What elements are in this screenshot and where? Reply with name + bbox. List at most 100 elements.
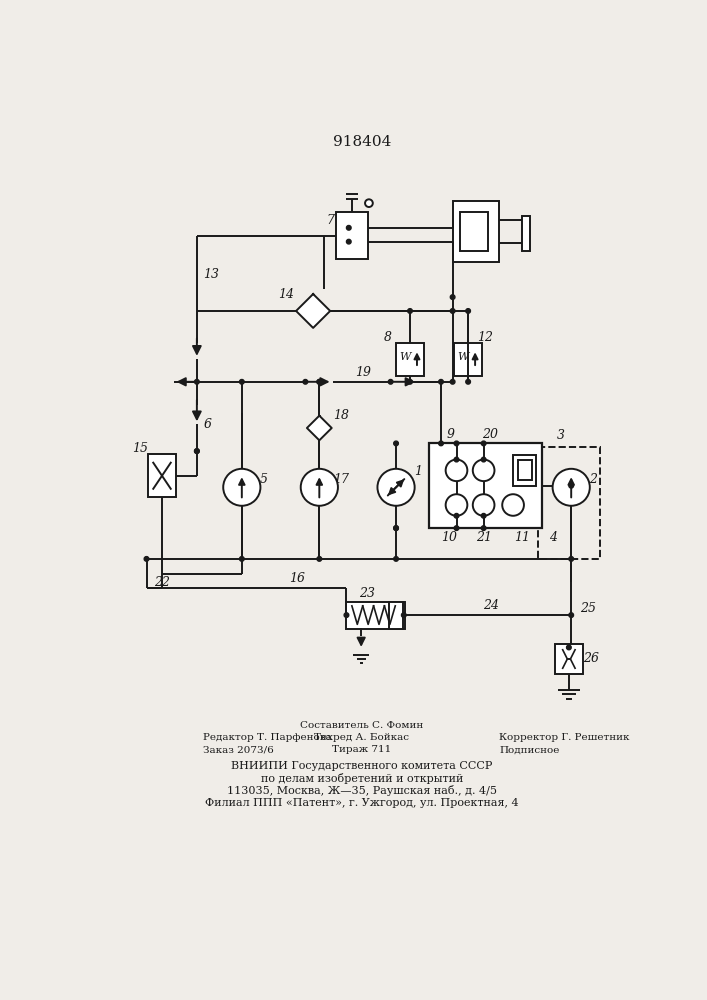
Circle shape bbox=[445, 460, 467, 481]
Circle shape bbox=[344, 613, 349, 617]
Text: 21: 21 bbox=[476, 531, 491, 544]
Bar bbox=[522, 216, 530, 251]
Circle shape bbox=[569, 557, 573, 561]
Text: 22: 22 bbox=[154, 576, 170, 588]
Text: 12: 12 bbox=[477, 331, 493, 344]
Text: W: W bbox=[457, 352, 469, 362]
Text: 14: 14 bbox=[278, 288, 294, 301]
Text: 10: 10 bbox=[440, 531, 457, 544]
Text: 6: 6 bbox=[204, 418, 211, 431]
Text: 24: 24 bbox=[484, 599, 499, 612]
Text: 25: 25 bbox=[580, 602, 597, 615]
Circle shape bbox=[454, 513, 459, 518]
Text: 17: 17 bbox=[333, 473, 349, 486]
Circle shape bbox=[569, 613, 573, 617]
Circle shape bbox=[388, 379, 393, 384]
Circle shape bbox=[300, 469, 338, 506]
Text: Тираж 711: Тираж 711 bbox=[332, 745, 392, 754]
Bar bbox=[389, 602, 403, 629]
Text: Заказ 2073/6: Заказ 2073/6 bbox=[203, 745, 274, 754]
Bar bbox=[513, 455, 537, 486]
Circle shape bbox=[481, 441, 486, 446]
Circle shape bbox=[408, 379, 412, 384]
Text: 23: 23 bbox=[359, 587, 375, 600]
Text: 15: 15 bbox=[132, 442, 148, 455]
Text: 16: 16 bbox=[290, 572, 305, 585]
Text: 26: 26 bbox=[583, 652, 599, 666]
Text: Корректор Г. Решетник: Корректор Г. Решетник bbox=[499, 733, 630, 742]
Circle shape bbox=[303, 379, 308, 384]
Circle shape bbox=[438, 441, 443, 446]
Bar bbox=[460, 212, 488, 251]
Bar bbox=[429, 443, 542, 528]
Circle shape bbox=[473, 494, 494, 516]
Circle shape bbox=[394, 526, 398, 530]
Circle shape bbox=[317, 379, 322, 384]
Circle shape bbox=[481, 457, 486, 462]
Text: 1: 1 bbox=[414, 465, 422, 478]
Circle shape bbox=[481, 513, 486, 518]
Text: 11: 11 bbox=[515, 531, 530, 544]
Circle shape bbox=[454, 526, 459, 530]
Circle shape bbox=[450, 379, 455, 384]
Circle shape bbox=[454, 441, 459, 446]
Circle shape bbox=[194, 449, 199, 453]
Circle shape bbox=[502, 494, 524, 516]
Text: W: W bbox=[399, 352, 411, 362]
Text: 19: 19 bbox=[356, 366, 371, 379]
Bar bbox=[346, 602, 404, 629]
Bar bbox=[454, 343, 482, 376]
Text: Филиал ППП «Патент», г. Ужгород, ул. Проектная, 4: Филиал ППП «Патент», г. Ужгород, ул. Про… bbox=[205, 798, 519, 808]
Text: Редактор Т. Парфенова: Редактор Т. Парфенова bbox=[203, 733, 332, 742]
Circle shape bbox=[566, 645, 571, 650]
Text: 113035, Москва, Ж—35, Раушская наб., д. 4/5: 113035, Москва, Ж—35, Раушская наб., д. … bbox=[227, 785, 497, 796]
Text: Составитель С. Фомин: Составитель С. Фомин bbox=[300, 721, 423, 730]
Circle shape bbox=[438, 379, 443, 384]
Circle shape bbox=[466, 379, 470, 384]
Polygon shape bbox=[296, 294, 330, 328]
Circle shape bbox=[194, 449, 199, 453]
Circle shape bbox=[394, 557, 398, 561]
Bar bbox=[518, 460, 532, 480]
Circle shape bbox=[394, 441, 398, 446]
Circle shape bbox=[454, 457, 459, 462]
Circle shape bbox=[408, 309, 412, 313]
Text: по делам изобретений и открытий: по делам изобретений и открытий bbox=[261, 773, 463, 784]
Bar bbox=[538, 447, 600, 559]
Text: 13: 13 bbox=[203, 267, 219, 280]
Text: ВНИИПИ Государственного комитета СССР: ВНИИПИ Государственного комитета СССР bbox=[231, 761, 493, 771]
Text: 20: 20 bbox=[482, 428, 498, 441]
Circle shape bbox=[317, 557, 322, 561]
Circle shape bbox=[240, 379, 244, 384]
Text: 9: 9 bbox=[446, 428, 455, 441]
Circle shape bbox=[402, 613, 406, 617]
Circle shape bbox=[346, 239, 351, 244]
Text: Подписное: Подписное bbox=[499, 745, 559, 754]
Circle shape bbox=[223, 469, 260, 506]
Circle shape bbox=[553, 469, 590, 506]
Circle shape bbox=[365, 199, 373, 207]
Text: 18: 18 bbox=[333, 409, 349, 422]
Circle shape bbox=[450, 309, 455, 313]
Circle shape bbox=[144, 557, 149, 561]
Bar bbox=[452, 201, 499, 262]
Circle shape bbox=[466, 309, 470, 313]
Text: 8: 8 bbox=[385, 331, 392, 344]
Circle shape bbox=[317, 379, 322, 384]
Circle shape bbox=[569, 483, 573, 488]
Text: 4: 4 bbox=[549, 531, 557, 544]
Bar bbox=[148, 454, 176, 497]
Text: 5: 5 bbox=[259, 473, 267, 486]
Bar bbox=[336, 212, 368, 259]
Text: 2: 2 bbox=[589, 473, 597, 486]
Bar bbox=[555, 644, 583, 674]
Circle shape bbox=[346, 225, 351, 230]
Text: 7: 7 bbox=[326, 214, 334, 227]
Text: Техред А. Бойкас: Техред А. Бойкас bbox=[315, 733, 409, 742]
Circle shape bbox=[445, 494, 467, 516]
Circle shape bbox=[378, 469, 414, 506]
Circle shape bbox=[450, 295, 455, 299]
Text: 918404: 918404 bbox=[333, 135, 391, 149]
Bar bbox=[396, 343, 424, 376]
Polygon shape bbox=[307, 416, 332, 440]
